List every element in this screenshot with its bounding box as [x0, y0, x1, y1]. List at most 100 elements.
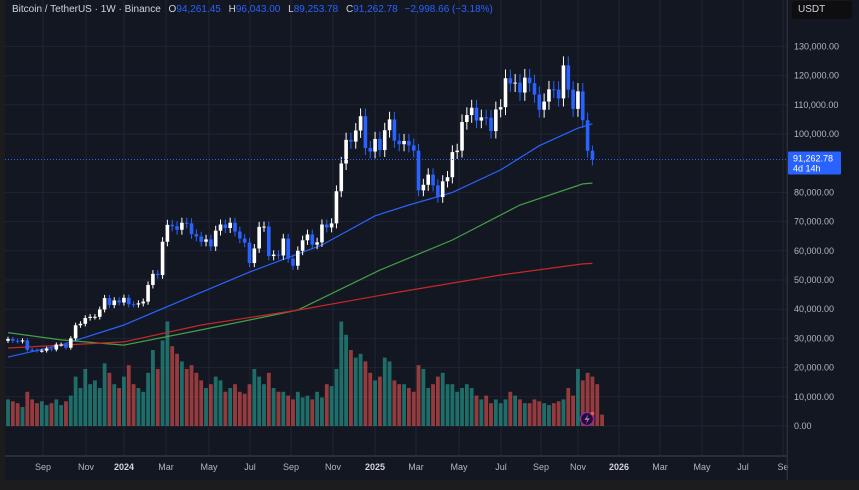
candle-body	[518, 82, 522, 93]
candle-body	[547, 89, 551, 102]
candle-body	[460, 122, 464, 151]
volume-bar	[112, 384, 117, 426]
candle-body	[271, 254, 276, 257]
time-tick-label: 2025	[365, 462, 385, 472]
candle-body	[537, 94, 542, 110]
volume-bar	[141, 391, 146, 426]
candle-body	[450, 152, 455, 178]
volume-bar	[600, 414, 604, 426]
candle-body	[576, 91, 580, 109]
volume-bar	[508, 391, 513, 426]
volume-bar	[88, 384, 93, 426]
volume-bar	[151, 350, 155, 426]
candle-body	[542, 101, 546, 110]
time-tick-label: May	[693, 462, 711, 472]
price-tick-label: 80,000.00	[794, 187, 834, 197]
candle-body	[421, 184, 426, 191]
volume-bar	[175, 353, 179, 426]
candle-body	[93, 316, 97, 318]
volume-bar	[474, 395, 479, 426]
volume-bar	[49, 403, 54, 426]
candle-body	[151, 273, 155, 285]
volume-bar	[580, 380, 585, 426]
volume-bar	[93, 380, 97, 426]
candle-body	[194, 234, 199, 237]
candle-body	[25, 340, 30, 350]
candle-body	[436, 185, 440, 198]
volume-bar	[334, 369, 339, 426]
time-axis[interactable]	[5, 455, 787, 482]
candle-body	[469, 107, 474, 116]
currency-button[interactable]: USDT	[792, 1, 852, 19]
volume-bar	[228, 388, 233, 426]
candle-body	[228, 222, 232, 229]
time-tick-label: Sep	[283, 462, 299, 472]
volume-bar	[498, 403, 503, 426]
low-label: L	[288, 4, 294, 15]
volume-bar	[208, 384, 213, 426]
volume-bar	[252, 369, 257, 426]
candle-body	[344, 139, 348, 164]
candle-body	[170, 224, 175, 227]
candle-body	[498, 107, 503, 110]
volume-bar	[344, 334, 348, 426]
volume-bar	[131, 384, 136, 426]
volume-bar	[402, 384, 406, 426]
countdown-label: 4d 14h	[793, 164, 821, 174]
ohlc-legend: Bitcoin / TetherUS · 1W · Binance O94,26…	[12, 4, 493, 15]
volume-bar	[281, 391, 286, 426]
volume-bar	[537, 401, 542, 426]
candle-body	[97, 309, 102, 317]
volume-bar	[218, 380, 223, 426]
price-tick-label: 110,000.00	[794, 100, 838, 110]
volume-bar	[266, 372, 271, 426]
candle-body	[580, 91, 585, 121]
volume-bar	[247, 384, 252, 426]
volume-bar	[286, 395, 291, 426]
candle-body	[209, 239, 213, 247]
candle-body	[223, 224, 228, 229]
candle-body	[30, 349, 34, 351]
volume-bar	[117, 388, 121, 426]
price-tick-label: 10,000.00	[794, 392, 834, 402]
volume-bar	[518, 399, 522, 426]
volume-bar	[295, 391, 300, 426]
volume-bar	[469, 388, 474, 426]
volume-bar	[479, 399, 484, 426]
candle-body	[257, 226, 261, 249]
price-axis[interactable]	[787, 0, 859, 480]
price-tick-label: 50,000.00	[794, 275, 834, 285]
candle-body	[566, 65, 571, 90]
time-tick-label: 2024	[114, 462, 134, 472]
candle-body	[353, 130, 358, 142]
candle-body	[402, 141, 406, 145]
volume-bar	[368, 372, 373, 426]
candle-body	[590, 150, 595, 160]
current-price-label: 91,262.78	[793, 154, 833, 164]
candle-body	[175, 226, 179, 230]
volume-bar	[576, 369, 580, 426]
volume-bar	[551, 403, 556, 426]
volume-bar	[126, 365, 131, 426]
candle-body	[146, 284, 150, 302]
symbol-title[interactable]: Bitcoin / TetherUS · 1W · Binance	[12, 4, 161, 15]
price-tick-label: 40,000.00	[794, 304, 834, 314]
candle-body	[122, 297, 126, 303]
volume-bar	[489, 403, 493, 426]
candle-body	[276, 254, 281, 256]
candle-body	[474, 107, 479, 121]
high-value: 96,043.00	[235, 4, 281, 15]
candle-body	[416, 150, 421, 191]
candle-body	[358, 116, 363, 131]
volume-bar	[30, 399, 35, 426]
candle-body	[6, 338, 10, 341]
time-tick-label: Se	[777, 462, 788, 472]
volume-bar	[78, 388, 83, 426]
volume-bar	[397, 384, 402, 426]
candle-body	[218, 224, 223, 231]
candle-body	[431, 174, 435, 186]
candle-body	[465, 115, 469, 123]
volume-bar	[170, 346, 175, 426]
volume-bar	[329, 386, 334, 426]
volume-bar	[460, 388, 464, 426]
